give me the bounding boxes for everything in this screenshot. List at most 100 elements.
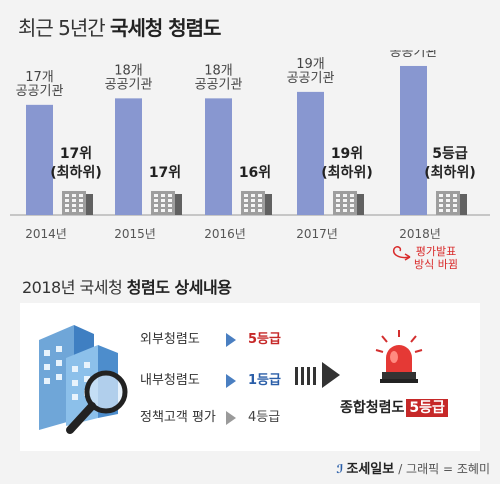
rank-label: 19위 bbox=[331, 146, 363, 162]
bar bbox=[400, 65, 427, 216]
row-label: 내부청렴도 bbox=[140, 373, 200, 388]
building-window-icon bbox=[79, 204, 83, 207]
building-window-icon bbox=[446, 199, 450, 202]
arrow-right-icon bbox=[226, 410, 236, 425]
building-window-icon bbox=[453, 194, 457, 197]
building-side-icon bbox=[460, 194, 467, 215]
building-window-icon bbox=[161, 209, 165, 212]
page-title: 최근 5년간 국세청 청렴도 bbox=[18, 16, 221, 40]
overall-result: 종합청렴도 5등급 bbox=[340, 397, 448, 417]
building-window-icon bbox=[161, 199, 165, 202]
building-window-icon bbox=[446, 194, 450, 197]
rank-label: (최하위) bbox=[321, 164, 372, 181]
row-label: 정책고객 평가 bbox=[140, 410, 216, 425]
building-window-icon bbox=[65, 204, 69, 207]
building-window-icon bbox=[251, 204, 255, 207]
building-window-icon bbox=[350, 199, 354, 202]
building-window-icon bbox=[161, 204, 165, 207]
building-window-icon bbox=[453, 209, 457, 212]
building-window-icon bbox=[65, 199, 69, 202]
stripes-icon bbox=[295, 367, 316, 385]
row-value: 5등급 bbox=[248, 332, 281, 347]
building-window-icon bbox=[168, 209, 172, 212]
building-window-icon bbox=[258, 199, 262, 202]
building-window-icon bbox=[154, 194, 158, 197]
rank-label: (최하위) bbox=[424, 164, 475, 181]
bar bbox=[297, 91, 324, 215]
building-window-icon bbox=[251, 209, 255, 212]
building-window-icon bbox=[244, 204, 248, 207]
bar-label: 18개 bbox=[204, 63, 233, 78]
row-value: 1등급 bbox=[248, 373, 281, 388]
building-window-icon bbox=[258, 204, 262, 207]
building-window-icon bbox=[79, 194, 83, 197]
bar-label: 공공기관 bbox=[195, 77, 243, 92]
building-magnifier-icon bbox=[39, 325, 128, 434]
arrow-right-icon bbox=[226, 373, 236, 388]
building-window-icon bbox=[154, 199, 158, 202]
building-window-icon bbox=[439, 204, 443, 207]
building-window-icon bbox=[336, 199, 340, 202]
building-window-icon bbox=[79, 199, 83, 202]
note-line-2: 방식 바뀜 bbox=[414, 258, 458, 271]
building-window-icon bbox=[350, 204, 354, 207]
bar-label: 공공기관 bbox=[16, 84, 64, 99]
detail-row-internal: 내부청렴도 1등급 bbox=[140, 369, 281, 388]
building-window-icon bbox=[72, 209, 76, 212]
building-window-icon bbox=[244, 209, 248, 212]
building-window-icon bbox=[65, 209, 69, 212]
building-window-icon bbox=[161, 194, 165, 197]
siren-icon bbox=[375, 330, 423, 383]
bar-label: 18개 bbox=[114, 63, 143, 78]
rank-label: 17위 bbox=[60, 146, 92, 162]
row-value: 4등급 bbox=[248, 410, 281, 425]
building-side-icon bbox=[265, 194, 272, 215]
bar-label: 공공기관 bbox=[390, 50, 438, 60]
bar-label: 공공기관 bbox=[287, 71, 335, 86]
bar-label: 공공기관 bbox=[105, 77, 153, 92]
building-window-icon bbox=[79, 209, 83, 212]
note-pointer-icon bbox=[392, 246, 411, 261]
result-badge: 5등급 bbox=[406, 399, 448, 417]
building-window-icon bbox=[251, 199, 255, 202]
building-window-icon bbox=[453, 199, 457, 202]
building-window-icon bbox=[350, 209, 354, 212]
building-window-icon bbox=[439, 199, 443, 202]
result-label: 종합청렴도 bbox=[340, 400, 405, 416]
big-arrow-icon bbox=[322, 362, 340, 388]
building-window-icon bbox=[343, 194, 347, 197]
building-window-icon bbox=[258, 209, 262, 212]
building-window-icon bbox=[244, 199, 248, 202]
building-window-icon bbox=[244, 194, 248, 197]
bar-label: 19개 bbox=[296, 57, 325, 72]
building-window-icon bbox=[343, 209, 347, 212]
building-side-icon bbox=[357, 194, 364, 215]
building-window-icon bbox=[251, 194, 255, 197]
building-window-icon bbox=[439, 209, 443, 212]
building-window-icon bbox=[350, 194, 354, 197]
building-window-icon bbox=[168, 204, 172, 207]
footer-credit: ℐ 조세일보 / 그래픽 = 조혜미 bbox=[336, 458, 490, 477]
building-side-icon bbox=[86, 194, 93, 215]
building-window-icon bbox=[168, 194, 172, 197]
building-side-icon bbox=[175, 194, 182, 215]
building-window-icon bbox=[65, 194, 69, 197]
rank-label: (최하위) bbox=[50, 164, 101, 181]
arrow-right-icon bbox=[226, 332, 236, 347]
method-change-note: 평가발표 방식 바뀜 bbox=[406, 245, 466, 271]
bar bbox=[115, 98, 142, 215]
brand-name: 조세일보 bbox=[346, 462, 395, 477]
building-window-icon bbox=[154, 204, 158, 207]
bar bbox=[26, 104, 53, 215]
building-window-icon bbox=[453, 204, 457, 207]
building-window-icon bbox=[336, 209, 340, 212]
bar bbox=[205, 98, 232, 215]
rank-label: 17위 bbox=[149, 165, 181, 181]
building-window-icon bbox=[343, 199, 347, 202]
building-window-icon bbox=[439, 194, 443, 197]
building-window-icon bbox=[446, 204, 450, 207]
x-tick-label: 2016년 bbox=[204, 227, 246, 241]
rank-label: 5등급 bbox=[432, 146, 468, 162]
note-line-1: 평가발표 bbox=[415, 245, 457, 258]
building-window-icon bbox=[446, 209, 450, 212]
